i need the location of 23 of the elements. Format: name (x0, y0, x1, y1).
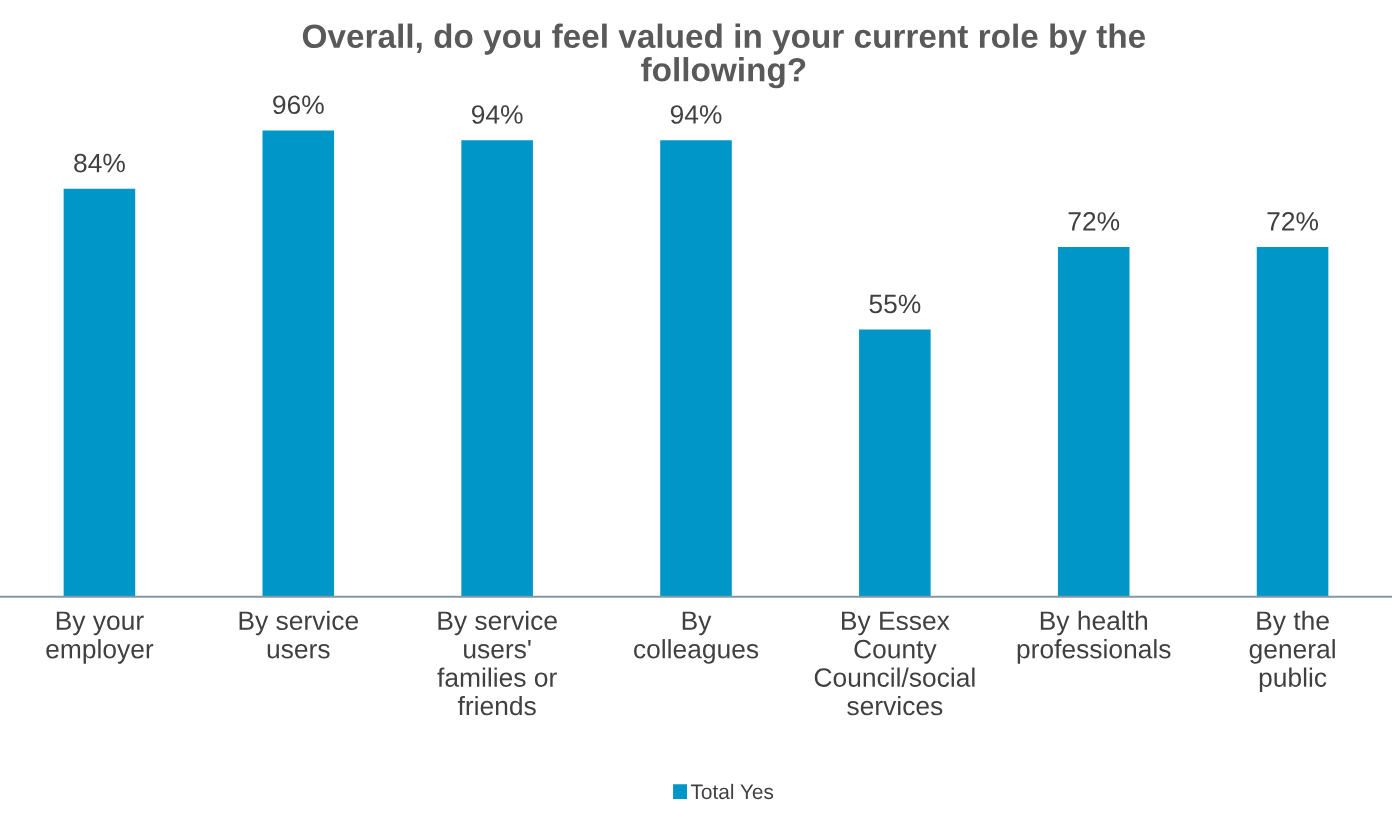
bar (1256, 247, 1329, 597)
x-tick-label: By colleagues (634, 611, 759, 664)
bar (461, 140, 533, 597)
bar (262, 130, 335, 597)
data-label: 94% (471, 105, 523, 124)
x-tick-label: By service users (239, 610, 358, 659)
chart-title: Overall, do you feel valued in your current role by the following? (302, 23, 1146, 89)
data-label: 72% (1267, 212, 1319, 231)
bar (859, 329, 931, 597)
bar (63, 188, 136, 597)
data-label: 96% (273, 95, 324, 115)
x-tick-label: By health professionals (1017, 610, 1171, 664)
bar (1057, 247, 1130, 597)
x-tick-label: By Essex County Council/social services (814, 611, 975, 716)
bar (660, 140, 732, 597)
data-label: 55% (869, 294, 921, 314)
data-label: 94% (670, 105, 722, 124)
x-tick-label: By service users' families or friends (437, 610, 557, 716)
data-label: 84% (74, 153, 125, 173)
x-tick-label: By the general public (1249, 610, 1335, 693)
x-tick-label: By your employer (46, 611, 154, 664)
legend-label: Total Yes (690, 783, 774, 800)
data-label: 72% (1068, 212, 1120, 231)
